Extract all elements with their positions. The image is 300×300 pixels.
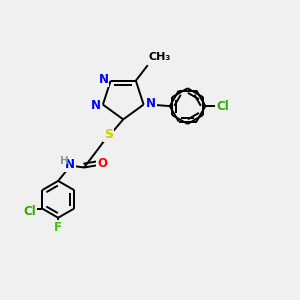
Text: CH₃: CH₃	[148, 52, 171, 62]
Text: Cl: Cl	[216, 100, 229, 112]
Text: N: N	[98, 73, 109, 86]
Text: F: F	[54, 221, 62, 234]
Text: Cl: Cl	[23, 205, 36, 218]
Text: N: N	[146, 97, 156, 110]
Text: N: N	[65, 158, 75, 171]
Text: N: N	[91, 99, 101, 112]
Text: H: H	[60, 156, 69, 166]
Text: S: S	[104, 128, 113, 141]
Text: O: O	[98, 158, 107, 170]
